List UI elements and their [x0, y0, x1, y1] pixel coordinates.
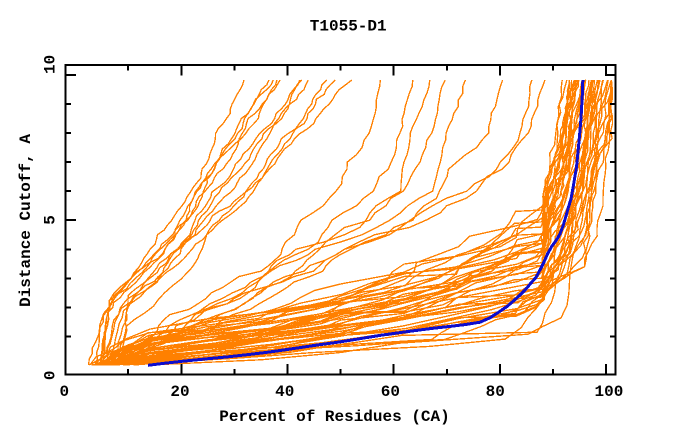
svg-text:100: 100 — [594, 383, 623, 401]
svg-text:0: 0 — [59, 383, 69, 401]
svg-text:5: 5 — [42, 215, 60, 225]
svg-text:20: 20 — [170, 383, 189, 401]
svg-text:Percent of Residues (CA): Percent of Residues (CA) — [219, 408, 449, 426]
svg-text:80: 80 — [486, 383, 505, 401]
svg-text:40: 40 — [275, 383, 294, 401]
svg-text:T1055-D1: T1055-D1 — [310, 17, 387, 35]
svg-text:Distance Cutoff, A: Distance Cutoff, A — [17, 134, 35, 307]
svg-text:10: 10 — [42, 55, 60, 74]
svg-text:0: 0 — [42, 370, 60, 380]
svg-text:60: 60 — [381, 383, 400, 401]
